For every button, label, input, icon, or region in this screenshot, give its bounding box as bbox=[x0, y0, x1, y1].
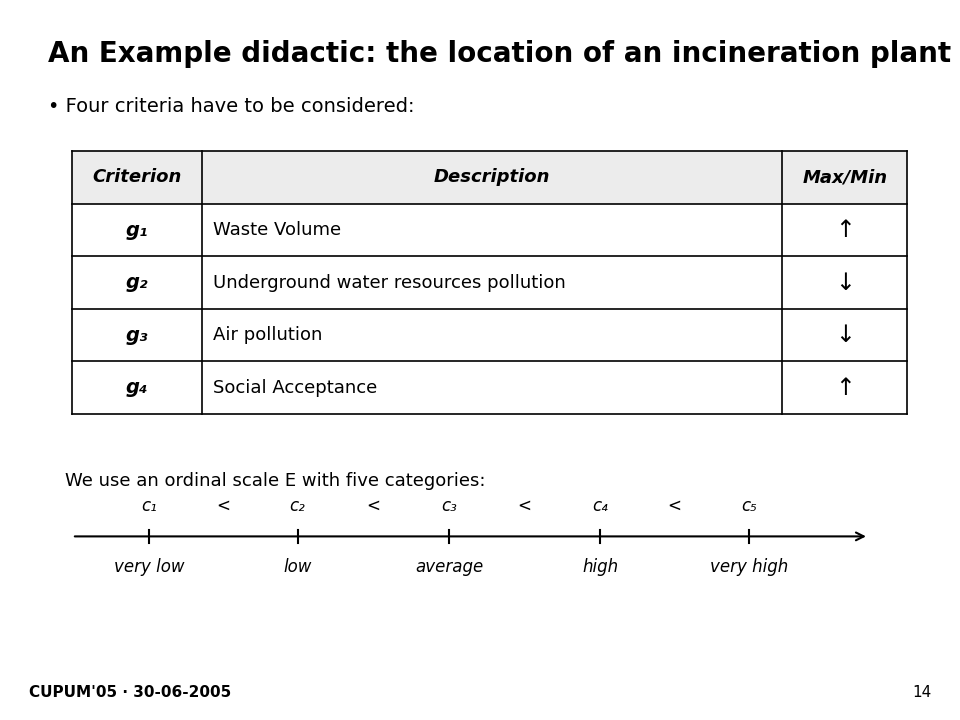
Text: high: high bbox=[582, 558, 618, 576]
Text: very high: very high bbox=[709, 558, 788, 576]
Text: <: < bbox=[216, 497, 230, 515]
Text: g₃: g₃ bbox=[126, 325, 148, 345]
Text: c₁: c₁ bbox=[141, 497, 156, 515]
Text: low: low bbox=[283, 558, 312, 576]
Text: CUPUM'05 · 30-06-2005: CUPUM'05 · 30-06-2005 bbox=[29, 685, 231, 700]
Text: ↓: ↓ bbox=[835, 323, 854, 347]
Text: • Four criteria have to be considered:: • Four criteria have to be considered: bbox=[48, 97, 415, 116]
Text: ↑: ↑ bbox=[835, 218, 854, 242]
Text: ↑: ↑ bbox=[835, 376, 854, 400]
Text: <: < bbox=[367, 497, 380, 515]
Text: c₄: c₄ bbox=[592, 497, 608, 515]
Text: <: < bbox=[667, 497, 682, 515]
Bar bbox=[72, 151, 907, 204]
Text: Waste Volume: Waste Volume bbox=[213, 221, 341, 239]
Text: We use an ordinal scale E with five categories:: We use an ordinal scale E with five cate… bbox=[65, 472, 486, 490]
Text: Social Acceptance: Social Acceptance bbox=[213, 379, 377, 397]
Text: g₂: g₂ bbox=[126, 273, 148, 292]
Text: g₁: g₁ bbox=[126, 220, 148, 240]
Text: Max/Min: Max/Min bbox=[803, 168, 887, 186]
Text: average: average bbox=[415, 558, 484, 576]
Text: c₃: c₃ bbox=[442, 497, 457, 515]
Text: c₂: c₂ bbox=[290, 497, 305, 515]
Text: <: < bbox=[517, 497, 532, 515]
Text: Underground water resources pollution: Underground water resources pollution bbox=[213, 274, 565, 292]
Text: Criterion: Criterion bbox=[92, 168, 181, 186]
Text: Description: Description bbox=[434, 168, 550, 186]
Text: c₅: c₅ bbox=[741, 497, 756, 515]
Text: ↓: ↓ bbox=[835, 271, 854, 294]
Text: Air pollution: Air pollution bbox=[213, 326, 323, 344]
Text: 14: 14 bbox=[912, 685, 931, 700]
Text: very low: very low bbox=[113, 558, 184, 576]
Text: An Example didactic: the location of an incineration plant: An Example didactic: the location of an … bbox=[48, 40, 951, 68]
Text: g₄: g₄ bbox=[126, 378, 148, 397]
